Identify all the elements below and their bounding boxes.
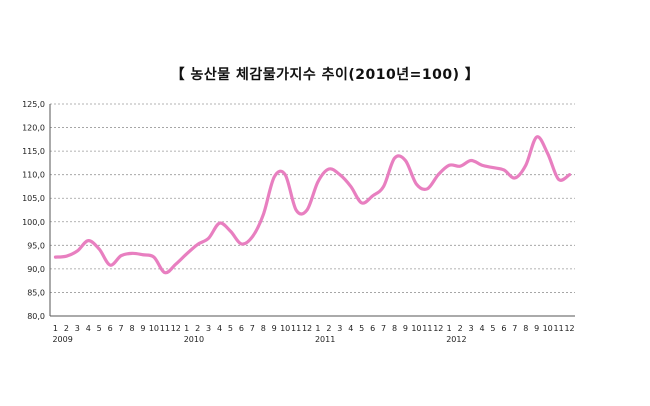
x-tick-label: 9 bbox=[403, 324, 408, 333]
x-tick-label: 11 bbox=[422, 324, 432, 333]
year-label: 2012 bbox=[446, 335, 466, 344]
y-tick-label: 90,0 bbox=[27, 265, 45, 274]
x-tick-label: 9 bbox=[140, 324, 145, 333]
x-tick-label: 10 bbox=[280, 324, 290, 333]
x-tick-label: 4 bbox=[217, 324, 222, 333]
y-tick-label: 125,0 bbox=[22, 100, 45, 109]
year-labels: 2009 2010 2011 2012 bbox=[52, 335, 466, 344]
x-tick-label: 3 bbox=[75, 324, 80, 333]
x-tick-label: 8 bbox=[129, 324, 134, 333]
year-label: 2010 bbox=[184, 335, 204, 344]
x-tick-label: 3 bbox=[337, 324, 342, 333]
x-tick-label: 2 bbox=[458, 324, 463, 333]
x-tick-label: 5 bbox=[359, 324, 364, 333]
y-tick-label: 110,0 bbox=[22, 171, 45, 180]
x-tick-label: 2 bbox=[195, 324, 200, 333]
year-label: 2011 bbox=[315, 335, 335, 344]
x-tick-label: 8 bbox=[392, 324, 397, 333]
x-tick-label: 10 bbox=[149, 324, 159, 333]
x-tick-label: 7 bbox=[250, 324, 255, 333]
x-tick-labels: 1 2 3 4 5 6 7 8 9 10 11 12 1 2 3 4 5 6 7 8 9 10 11 12 1 2 3 4 5 6 7 8 9 1… bbox=[53, 324, 575, 333]
y-tick-label: 85,0 bbox=[27, 288, 45, 297]
x-tick-label: 8 bbox=[261, 324, 266, 333]
x-tick-label: 3 bbox=[469, 324, 474, 333]
grid-lines bbox=[50, 103, 575, 293]
x-tick-label: 5 bbox=[97, 324, 102, 333]
x-tick-label: 1 bbox=[447, 324, 452, 333]
series-line bbox=[53, 135, 572, 275]
chart-title: 【 농산물 체감물가지수 추이(2010년=100) 】 bbox=[170, 67, 480, 83]
x-tick-label: 1 bbox=[53, 324, 58, 333]
y-tick-label: 100,0 bbox=[22, 218, 45, 227]
x-tick-label: 2 bbox=[326, 324, 331, 333]
x-tick-label: 4 bbox=[348, 324, 353, 333]
x-tick-label: 11 bbox=[554, 324, 564, 333]
series-group bbox=[53, 135, 572, 275]
year-label: 2009 bbox=[52, 335, 72, 344]
x-tick-label: 10 bbox=[411, 324, 421, 333]
x-tick-label: 9 bbox=[534, 324, 539, 333]
x-tick-label: 12 bbox=[564, 324, 574, 333]
x-tick-label: 1 bbox=[184, 324, 189, 333]
x-tick-label: 11 bbox=[291, 324, 301, 333]
x-tick-label: 12 bbox=[433, 324, 443, 333]
x-tick-label: 5 bbox=[228, 324, 233, 333]
y-tick-label: 80,0 bbox=[27, 312, 45, 321]
x-tick-label: 6 bbox=[239, 324, 244, 333]
x-tick-label: 4 bbox=[479, 324, 484, 333]
x-tick-label: 7 bbox=[381, 324, 386, 333]
x-tick-label: 6 bbox=[501, 324, 506, 333]
x-tick-label: 6 bbox=[370, 324, 375, 333]
x-tick-label: 10 bbox=[543, 324, 553, 333]
x-tick-label: 11 bbox=[160, 324, 170, 333]
y-tick-label: 120,0 bbox=[22, 124, 45, 133]
x-tick-label: 5 bbox=[490, 324, 495, 333]
x-tick-label: 3 bbox=[206, 324, 211, 333]
axes bbox=[49, 104, 575, 317]
x-tick-label: 8 bbox=[523, 324, 528, 333]
x-tick-label: 9 bbox=[272, 324, 277, 333]
y-tick-label: 95,0 bbox=[27, 241, 45, 250]
y-tick-label: 105,0 bbox=[22, 194, 45, 203]
y-tick-label: 115,0 bbox=[22, 147, 45, 156]
x-tick-label: 12 bbox=[171, 324, 181, 333]
x-tick-label: 7 bbox=[119, 324, 124, 333]
x-tick-label: 4 bbox=[86, 324, 91, 333]
x-tick-label: 12 bbox=[302, 324, 312, 333]
y-tick-labels: 125,0 120,0 115,0 110,0 105,0 100,0 95,0 90,0 85… bbox=[22, 100, 45, 321]
x-tick-label: 2 bbox=[64, 324, 69, 333]
x-tick-label: 6 bbox=[108, 324, 113, 333]
x-tick-label: 1 bbox=[315, 324, 320, 333]
x-tick-label: 7 bbox=[512, 324, 517, 333]
